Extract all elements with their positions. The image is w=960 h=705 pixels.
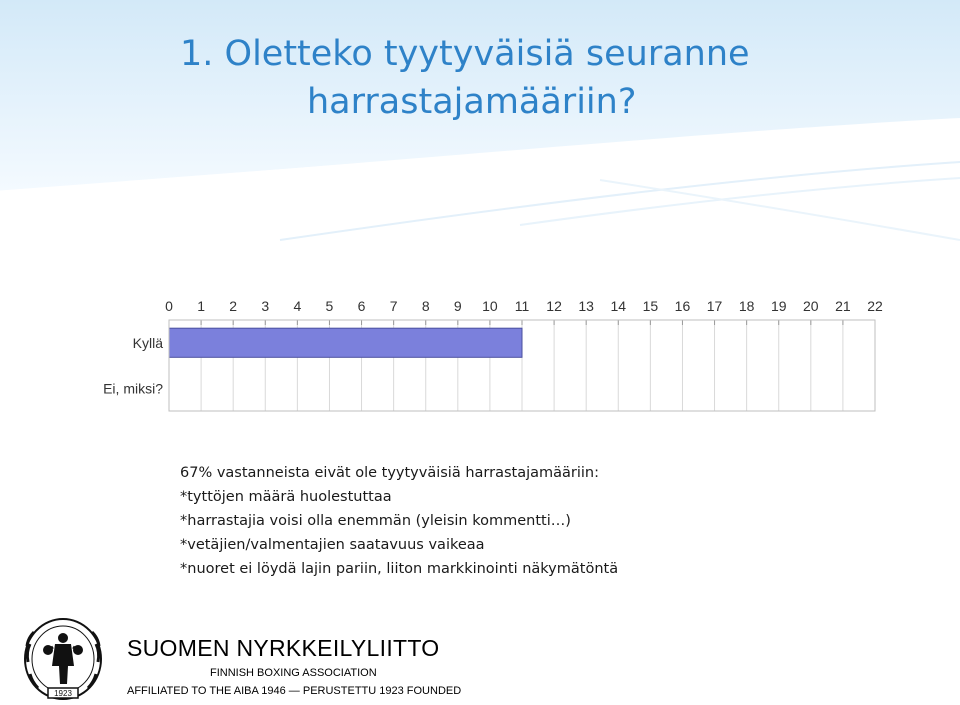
x-tick-label: 7	[390, 298, 398, 314]
org-name: SUOMEN NYRKKEILYLIITTO	[127, 635, 440, 661]
note-item: *nuoret ei löydä lajin pariin, liiton ma…	[180, 561, 619, 577]
note-item: *vetäjien/valmentajien saatavuus vaikeaa	[180, 537, 485, 553]
title-line-1: 1. Oletteko tyytyväisiä seuranne	[180, 34, 750, 74]
title-line-2: harrastajamääriin?	[307, 82, 637, 122]
org-affiliation: AFFILIATED TO THE AIBA 1946 — PERUSTETTU…	[127, 685, 462, 697]
x-tick-label: 6	[358, 298, 366, 314]
x-tick-label: 4	[293, 298, 301, 314]
x-tick-label: 15	[643, 298, 659, 314]
x-tick-label: 0	[165, 298, 173, 314]
x-tick-label: 20	[803, 298, 819, 314]
x-tick-label: 12	[546, 298, 562, 314]
x-tick-label: 9	[454, 298, 462, 314]
x-tick-label: 11	[515, 298, 530, 314]
bar	[168, 327, 523, 358]
plot-frame	[168, 319, 876, 412]
category-label: Ei, miksi?	[103, 380, 163, 396]
x-tick-label: 17	[707, 298, 723, 314]
bar-chart: 0 1 2 3 4 5 6 7 8 9 10 11 12 13 14 15 16 17 18 19 20 21 22 Kyl…	[103, 298, 883, 412]
header-background	[0, 0, 960, 241]
x-tick-label: 5	[326, 298, 334, 314]
x-tick-label: 19	[771, 298, 787, 314]
logo-year: 1923	[54, 689, 72, 698]
x-tick-label: 10	[482, 298, 498, 314]
x-tick-label: 1	[197, 298, 205, 314]
x-tick-label: 14	[610, 298, 626, 314]
bars	[168, 327, 523, 358]
org-subtitle: FINNISH BOXING ASSOCIATION	[210, 667, 377, 679]
organization: SUOMEN NYRKKEILYLIITTO FINNISH BOXING AS…	[127, 634, 461, 699]
note-item: *tyttöjen määrä huolestuttaa	[180, 489, 392, 505]
x-tick-label: 3	[261, 298, 269, 314]
x-tick-label: 22	[867, 298, 883, 314]
x-tick-label: 8	[422, 298, 430, 314]
boxer-emblem-icon: 1923	[24, 618, 102, 700]
x-tick-label: 16	[675, 298, 691, 314]
x-tick-label: 2	[229, 298, 237, 314]
slide-title: 1. Oletteko tyytyväisiä seuranne harrast…	[180, 30, 920, 126]
note-item: *harrastajia voisi olla enemmän (yleisin…	[180, 513, 571, 529]
category-labels: Kyllä Ei, miksi?	[103, 335, 163, 397]
note-summary: 67% vastanneista eivät ole tyytyväisiä h…	[180, 465, 599, 481]
x-tick-label: 18	[739, 298, 755, 314]
tick-labels: 0 1 2 3 4 5 6 7 8 9 10 11 12 13 14 15 16 17 18 19 20 21 22	[165, 298, 883, 314]
notes: 67% vastanneista eivät ole tyytyväisiä h…	[180, 461, 880, 581]
category-label: Kyllä	[133, 335, 164, 351]
x-tick-label: 21	[835, 298, 851, 314]
x-tick-label: 13	[578, 298, 594, 314]
